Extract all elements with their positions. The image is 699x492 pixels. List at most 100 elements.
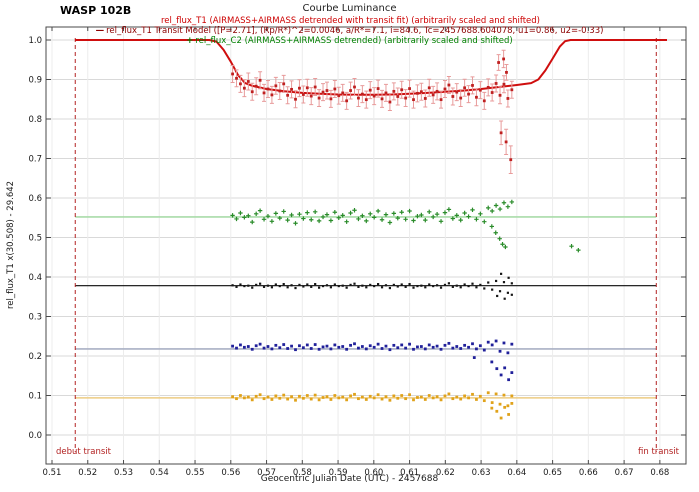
blue-series-point	[278, 346, 282, 350]
red-target-point	[388, 100, 392, 104]
blue-series-point	[274, 343, 278, 347]
blue-series-point	[368, 344, 372, 348]
blue-series-point	[475, 347, 478, 351]
blue-series-point	[486, 340, 490, 344]
red-target-point	[504, 140, 508, 144]
red-target-point	[467, 92, 470, 96]
legend-label: rel_flux_C2 (AIRMASS+AIRMASS detrended) …	[195, 36, 513, 46]
blue-series-point	[400, 343, 404, 347]
green-comparison-point	[391, 211, 397, 216]
orange-series-point	[231, 395, 234, 399]
orange-series-point	[345, 398, 349, 402]
red-target-point	[443, 87, 447, 91]
blue-series-point	[298, 344, 301, 348]
red-target-point	[419, 90, 423, 94]
green-comparison-point	[427, 209, 432, 215]
y-tick-label: 0.8	[28, 115, 42, 125]
x-tick-label: 0.57	[257, 468, 276, 478]
red-target-point	[258, 78, 262, 82]
black-series-point	[235, 285, 238, 288]
red-target-point	[298, 86, 301, 90]
blue-series-point	[301, 346, 305, 350]
y-tick-label: 1.0	[28, 36, 42, 46]
red-target-point	[364, 98, 368, 102]
green-comparison-point	[395, 215, 400, 221]
red-target-point	[250, 90, 254, 94]
red-target-point	[270, 93, 274, 97]
black-series-point	[373, 284, 376, 288]
red-target-point	[329, 97, 333, 101]
green-comparison-point	[277, 215, 282, 221]
red-target-point	[400, 88, 404, 92]
orange-series-point	[384, 395, 388, 399]
blue-series-point	[239, 343, 242, 347]
orange-series-point	[419, 395, 423, 399]
red-target-point	[404, 96, 408, 100]
green-comparison-point	[486, 205, 491, 211]
black-series-point	[345, 286, 348, 289]
red-target-point	[353, 85, 356, 89]
blue-series-point	[503, 366, 507, 370]
green-comparison-point	[407, 208, 412, 214]
red-target-point	[376, 87, 380, 90]
tick-labels: 0.51 0.52 0.53 0.54 0.55 0.56 0.57 0.58 0.59 0.60…	[28, 36, 669, 478]
plot-border	[45, 26, 687, 465]
legend-line-marker: —	[95, 26, 105, 36]
black-series-point	[498, 290, 502, 293]
gridlines	[46, 27, 686, 464]
blue-series-point	[443, 343, 447, 347]
blue-series-point	[431, 345, 435, 349]
blue-series-point	[467, 345, 470, 349]
legend-entry-model: — rel_flux_T1 Transit Model ([P=2.71], (R…	[0, 26, 699, 36]
green-comparison-point	[257, 208, 263, 213]
green-comparison-point	[332, 210, 338, 215]
orange-series-point	[246, 395, 250, 399]
x-tick-label: 0.64	[507, 468, 526, 478]
blue-series-point	[349, 343, 352, 347]
x-tick-label: 0.65	[543, 468, 562, 478]
blue-series-point	[337, 345, 341, 349]
green-comparison-point	[450, 216, 456, 221]
red-target-point	[510, 88, 514, 92]
green-comparison-point	[230, 213, 235, 218]
blue-series-point	[360, 345, 364, 348]
red-target-point	[482, 99, 486, 103]
orange-series-point	[431, 396, 435, 400]
green-comparison-point	[297, 211, 302, 217]
red-target-point	[345, 99, 349, 103]
x-tick-label: 0.51	[43, 468, 62, 478]
green-comparison-point	[238, 210, 243, 216]
black-series-point	[471, 282, 474, 285]
red-target-point	[384, 91, 388, 95]
red-target-point	[239, 82, 242, 86]
green-comparison-point	[364, 218, 369, 224]
red-target-point	[380, 97, 384, 101]
green-comparison-point	[489, 208, 495, 214]
black-series-point	[500, 272, 503, 275]
orange-series-point	[242, 396, 246, 400]
orange-series-point	[329, 398, 333, 401]
blue-series-point	[364, 347, 368, 351]
orange-series-point	[439, 398, 443, 402]
x-tick-label: 0.56	[221, 468, 240, 478]
x-tick-label: 0.52	[78, 468, 97, 478]
red-target-point	[254, 84, 258, 88]
green-comparison-point	[438, 219, 444, 224]
red-target-point	[451, 95, 455, 98]
blue-series-point	[357, 346, 360, 350]
green-comparison-point	[246, 213, 251, 218]
black-series-point	[329, 286, 333, 289]
blue-series-point	[499, 373, 503, 377]
x-tick-label: 0.63	[472, 468, 491, 478]
red-target-point	[305, 86, 309, 90]
red-target-point	[463, 86, 467, 90]
blue-series-point	[507, 378, 511, 382]
green-comparison-point	[576, 247, 581, 253]
blue-series-point	[498, 349, 502, 353]
blue-series-point	[506, 351, 510, 355]
red-target-point	[392, 89, 396, 93]
blue-series-point	[282, 343, 286, 346]
orange-series-point	[309, 397, 313, 401]
green-comparison-point	[269, 219, 275, 224]
black-series-point	[443, 283, 447, 287]
